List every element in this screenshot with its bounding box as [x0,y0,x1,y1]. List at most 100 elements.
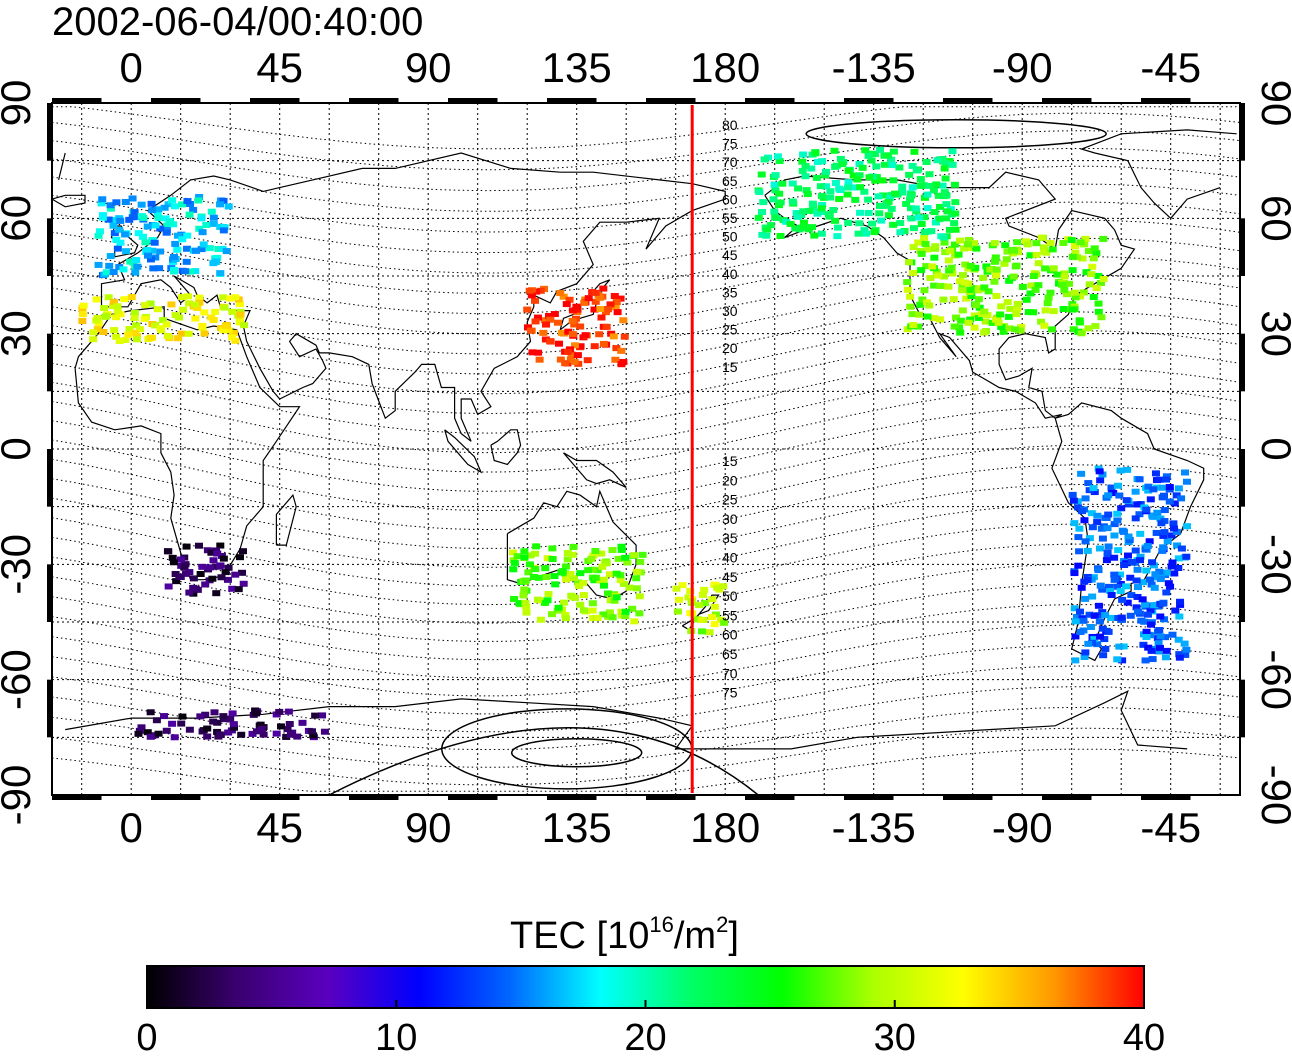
tec-cell [606,301,615,308]
tec-cell [195,193,204,200]
tec-cell [1140,618,1149,625]
tec-cell [541,565,550,572]
tec-cell [906,192,915,199]
bottom-lon-axis: 0 45 90 135 180 -135 -90 -45 [120,804,1202,851]
tec-cell [164,548,173,555]
tec-cell [1125,536,1134,543]
tec-cell [1088,524,1097,531]
tec-cell [1077,470,1086,477]
tec-cell [548,611,557,618]
contour-label-north: 60 [722,191,738,207]
tec-cell [589,552,598,559]
tec-cell [590,306,599,313]
tec-cell [1124,533,1133,540]
tec-cell [792,210,801,217]
tec-cell [906,196,915,203]
tec-cell [861,147,870,154]
tec-cell [134,730,143,737]
tec-cell [990,258,999,265]
tec-cell [1046,240,1055,247]
colorbar-label-end: ] [728,915,739,957]
tec-cell [1181,651,1190,658]
tec-cell [172,578,181,585]
tec-cell [698,591,707,598]
tec-cell [231,571,240,578]
tec-cell [1079,289,1088,296]
tec-cell [599,340,608,347]
tec-cell [146,733,155,740]
tec-cell [132,332,141,339]
tec-cell [902,200,911,207]
tec-cell [619,317,628,324]
tec-cell [521,577,530,584]
tec-cell [972,302,981,309]
tec-cell [89,329,98,336]
tec-cell [170,268,179,275]
right-lat-tick-label: -30 [1253,534,1292,595]
tec-cell [148,207,157,214]
tec-cell [915,214,924,221]
tec-cell [1084,480,1093,487]
tec-cell [240,322,249,329]
tec-cell [164,583,173,590]
tec-cell [1080,517,1089,524]
tec-cell [936,215,945,222]
tec-cell [564,328,573,335]
tec-cell [576,323,585,330]
tec-cell [151,322,160,329]
tec-cell [945,158,954,165]
tec-cell [928,263,937,270]
tec-cell [1096,582,1105,589]
coastline [58,129,1237,219]
tec-cell [214,245,223,252]
tec-cell [539,329,548,336]
contour-label-south: 15 [722,453,738,469]
tec-cell [138,233,147,240]
tec-cell [599,611,608,618]
tec-cell [185,569,194,576]
tec-observations [78,146,1192,741]
tec-cell [1106,587,1115,594]
tec-cell [964,244,973,251]
tec-cell [617,347,626,354]
tec-cell [180,564,189,571]
contour-label-north: 45 [722,247,738,263]
tec-cell [948,161,957,168]
contour-label-south: 40 [722,550,738,566]
tec-cell [226,295,235,302]
tec-cell [1084,640,1093,647]
coastline [444,429,483,474]
tec-cell [136,326,145,333]
tec-cell [124,331,133,338]
tec-cell [219,327,228,334]
tec-cell [950,220,959,227]
tec-cell [871,177,880,184]
lat-lon-grid [52,103,1240,795]
tec-cell [1110,554,1119,561]
tec-cell [1174,636,1183,643]
tec-cell [206,564,215,571]
tec-cell [169,559,178,566]
tec-cell [876,146,885,153]
tec-cell [1087,510,1096,517]
tec-cell [550,311,559,318]
right-lat-tick-label: 0 [1253,437,1292,460]
tec-cell [940,165,949,172]
tec-cell [686,610,695,617]
tec-cell [220,224,229,231]
tec-cell [543,555,552,562]
tec-cell [596,305,605,312]
tec-cell [146,334,155,341]
tec-cell [1090,636,1099,643]
tec-cell [990,278,999,285]
tec-cell [836,187,845,194]
tec-cell [1132,604,1141,611]
contour-label-south: 30 [722,511,738,527]
bottom-lon-tick-label: 180 [690,804,760,851]
tec-cell [98,212,107,219]
tec-cell [991,254,1000,261]
tec-cell [533,314,542,321]
tec-cell [1155,476,1164,483]
tec-cell [908,162,917,169]
tec-cell [613,309,622,316]
